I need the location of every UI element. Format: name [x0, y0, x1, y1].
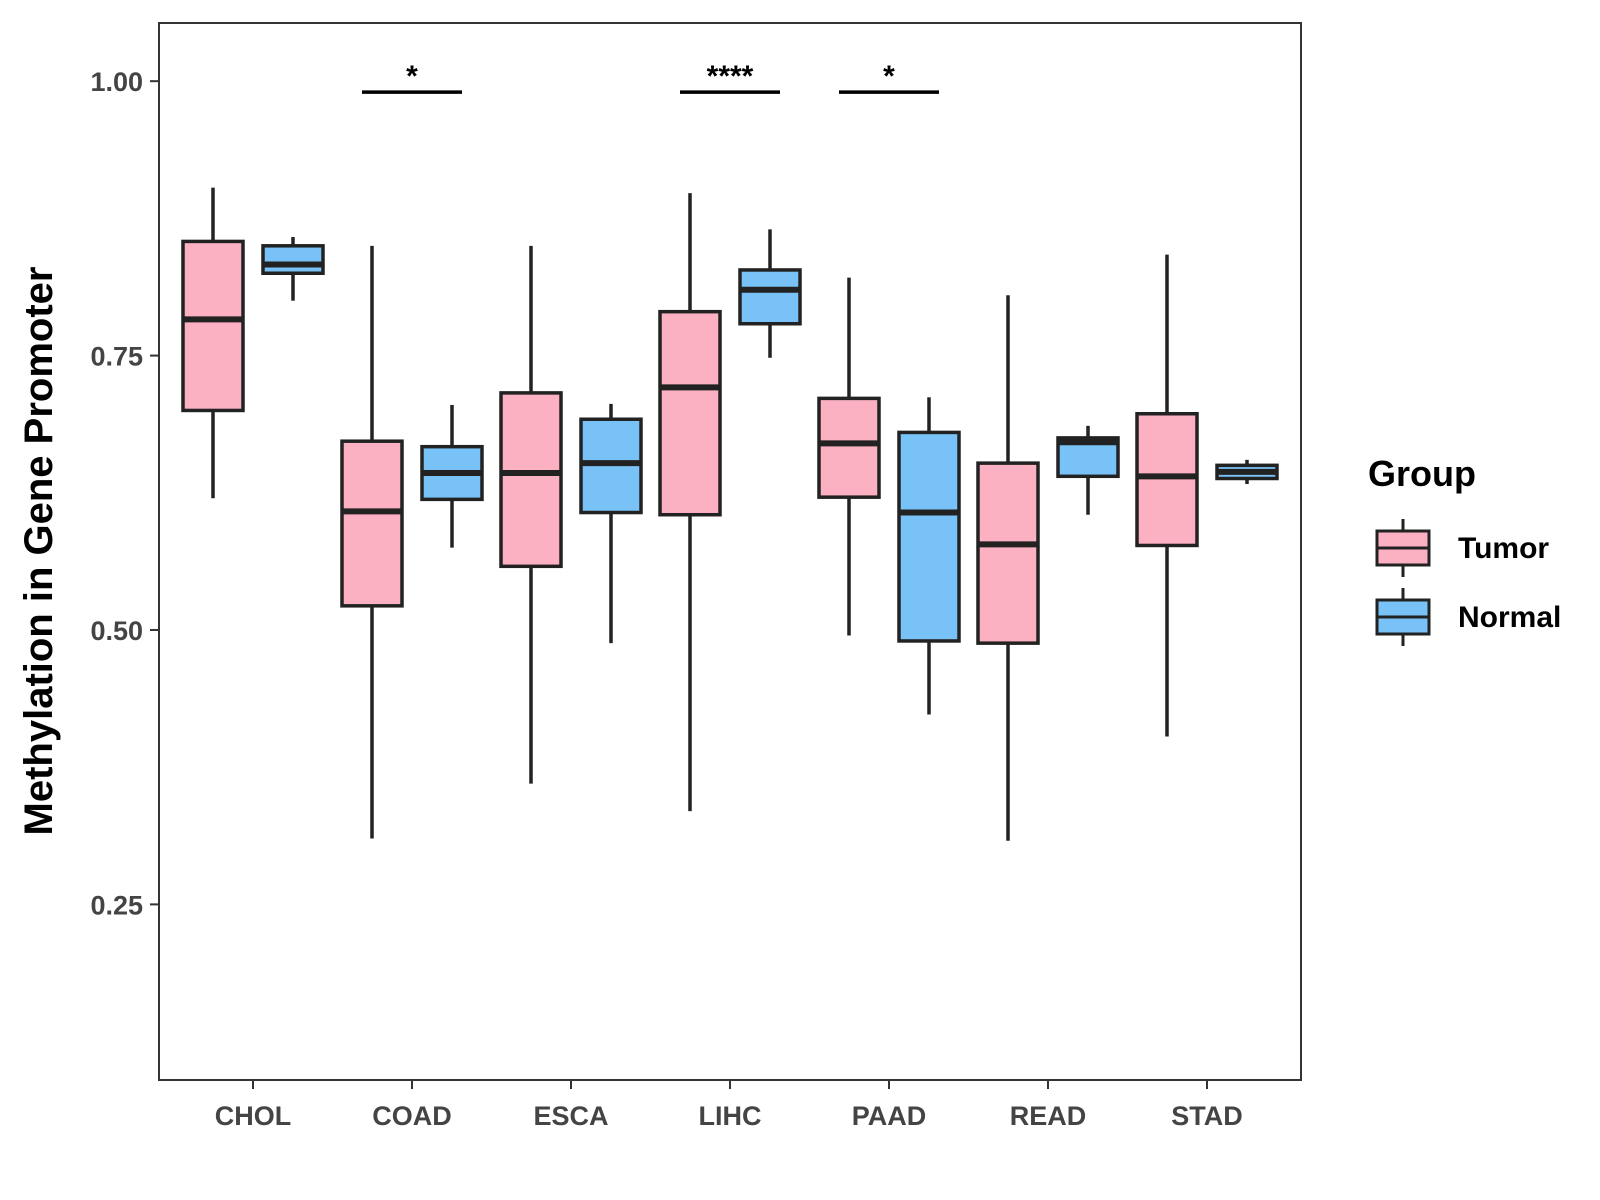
x-tick-label: READ — [1010, 1101, 1087, 1131]
box-read-normal — [1056, 425, 1120, 515]
significance-annotations: * **** * — [362, 60, 939, 94]
legend-label-tumor: Tumor — [1458, 532, 1549, 565]
x-tick-label: STAD — [1171, 1101, 1243, 1131]
iqr-box — [976, 461, 1040, 645]
x-tick-label: COAD — [372, 1101, 452, 1131]
box-paad-normal — [897, 397, 961, 715]
box-stad-tumor — [1135, 254, 1199, 737]
iqr-box — [1135, 411, 1199, 548]
x-tick-label: ESCA — [533, 1101, 608, 1131]
y-tick-label: 0.25 — [90, 890, 143, 920]
box-esca-tumor — [499, 245, 563, 784]
significance-label: * — [883, 60, 895, 93]
iqr-box — [340, 439, 404, 608]
iqr-box — [499, 391, 563, 569]
iqr-box — [897, 430, 961, 643]
legend-key-tumor — [1375, 519, 1431, 577]
y-tick-label: 0.75 — [90, 342, 143, 372]
box-stad-normal — [1215, 459, 1279, 484]
significance-label: * — [406, 60, 418, 93]
x-tick-label: CHOL — [215, 1101, 292, 1131]
box-chol-tumor — [181, 187, 245, 499]
x-tick-label: LIHC — [699, 1101, 762, 1131]
box-lihc-tumor — [658, 193, 722, 812]
iqr-box — [181, 239, 245, 413]
y-tick-label: 0.50 — [90, 616, 143, 646]
iqr-box — [658, 309, 722, 517]
box-esca-normal — [579, 403, 643, 644]
box-chol-normal — [261, 237, 325, 301]
y-tick-label: 1.00 — [90, 67, 143, 97]
iqr-box — [817, 396, 881, 499]
plot-panel-border — [158, 22, 1302, 1081]
box-lihc-normal — [738, 229, 802, 358]
iqr-box — [738, 268, 802, 326]
box-paad-tumor — [817, 277, 881, 636]
box-coad-normal — [420, 404, 484, 548]
x-tick-label: PAAD — [852, 1101, 927, 1131]
y-axis: 0.25 0.50 0.75 1.00 — [90, 67, 159, 920]
box-coad-tumor — [340, 245, 404, 839]
legend-key-normal — [1375, 588, 1431, 646]
iqr-box — [261, 244, 325, 276]
boxes — [181, 187, 1279, 841]
y-axis-title: Methylation in Gene Promoter — [17, 267, 61, 836]
significance-label: **** — [707, 60, 754, 93]
legend-title: Group — [1368, 453, 1476, 494]
x-axis: CHOL COAD ESCA LIHC PAAD READ STAD — [215, 1080, 1243, 1131]
legend-label-normal: Normal — [1458, 601, 1561, 634]
box-read-tumor — [976, 295, 1040, 841]
legend: Group Tumor Normal — [1368, 453, 1561, 646]
